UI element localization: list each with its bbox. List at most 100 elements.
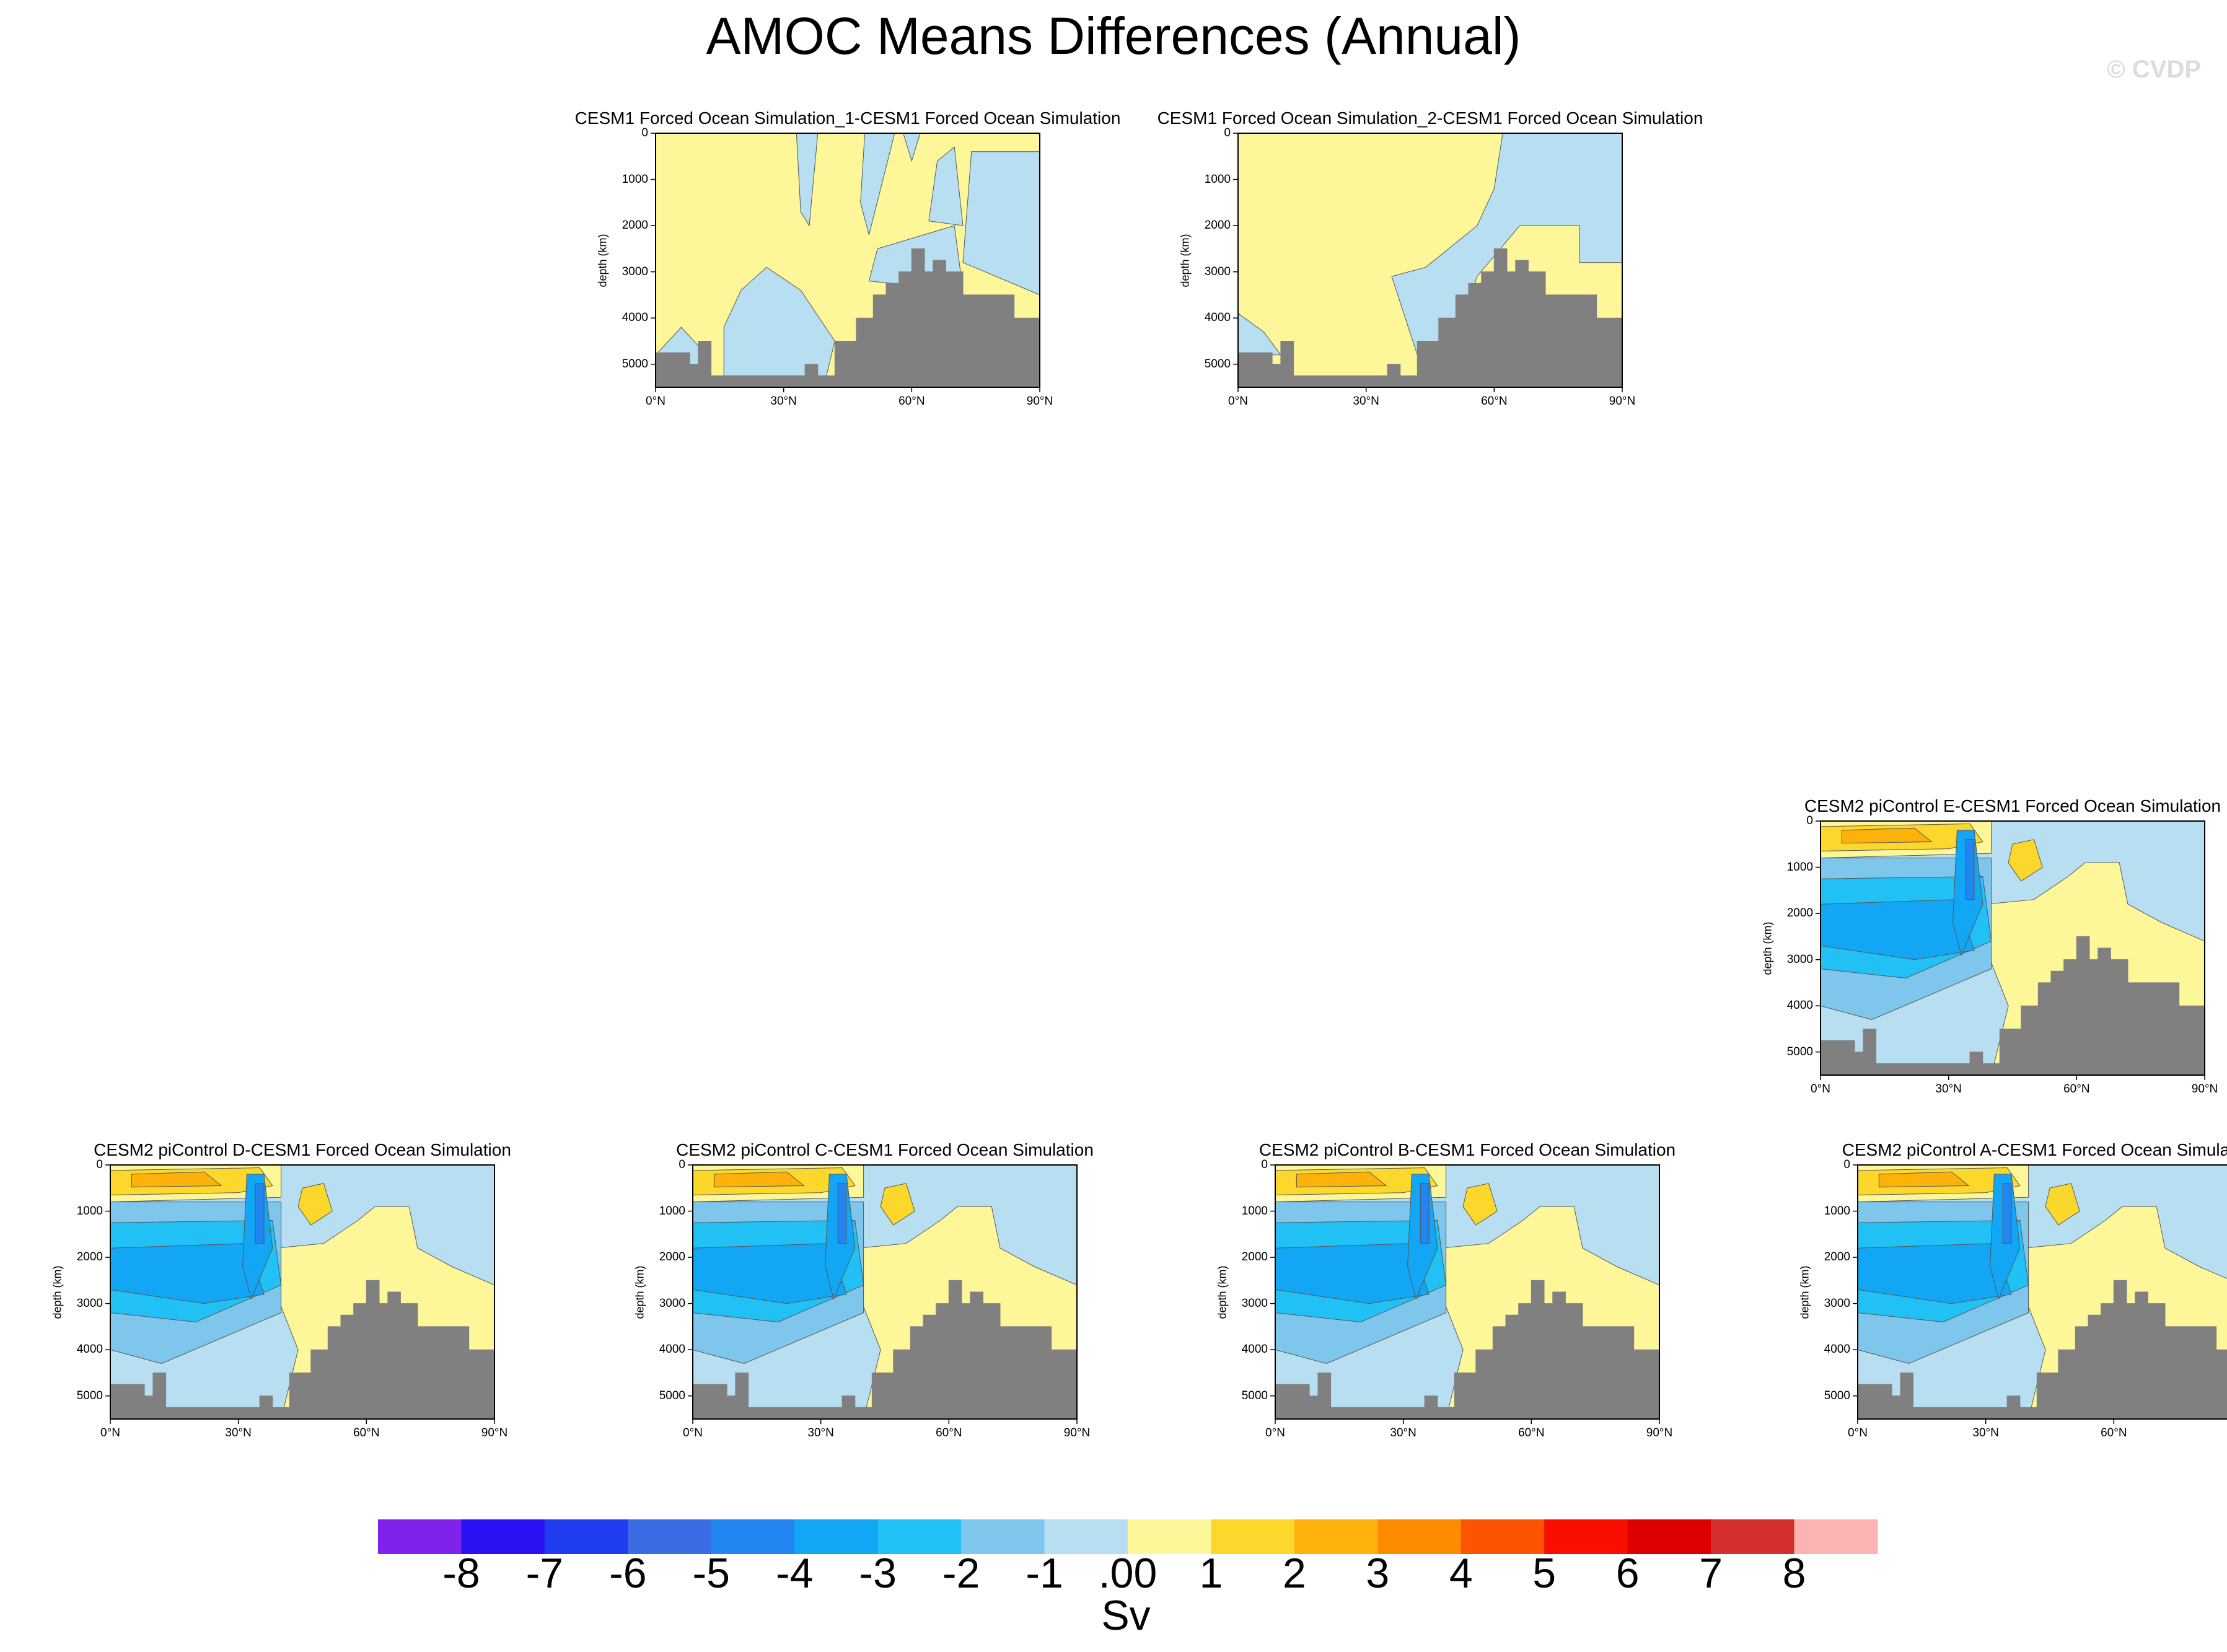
y-tick-label: 3000 xyxy=(1824,1296,1850,1310)
panel-picontrol-b: CESM2 piControl B-CESM1 Forced Ocean Sim… xyxy=(1177,1140,1710,1487)
contour-region xyxy=(110,1243,265,1304)
panel-picontrol-e: CESM2 piControl E-CESM1 Forced Ocean Sim… xyxy=(1723,796,2227,1143)
y-tick-label: 0 xyxy=(1261,1158,1268,1171)
x-tick-label: 60°N xyxy=(898,395,925,408)
contour-region xyxy=(1841,827,1933,844)
x-tick-label: 0°N xyxy=(1848,1426,1868,1439)
y-tick-label: 4000 xyxy=(1824,1343,1850,1356)
contour-region xyxy=(1296,1171,1387,1188)
y-tick-label: 5000 xyxy=(1241,1389,1268,1402)
y-axis-label: depth (km) xyxy=(1216,1265,1229,1319)
contour-region xyxy=(255,1183,265,1244)
colorbar-units: Sv xyxy=(1101,1592,1151,1639)
x-tick-label: 90°N xyxy=(1063,1426,1091,1439)
contour-region xyxy=(880,1183,915,1226)
contour-field xyxy=(693,1165,1077,1419)
y-tick-label: 0 xyxy=(1224,126,1231,139)
y-tick-label: 2000 xyxy=(1786,907,1813,920)
y-tick-label: 3000 xyxy=(1204,265,1231,278)
y-tick-label: 0 xyxy=(1806,814,1813,827)
contour-field xyxy=(110,1165,494,1419)
plot-frame xyxy=(110,1164,495,1420)
x-tick-label: 60°N xyxy=(2063,1083,2090,1096)
panel-forced-1: CESM1 Forced Ocean Simulation_1-CESM1 Fo… xyxy=(558,108,1121,455)
x-tick-label: 30°N xyxy=(1390,1426,1417,1439)
y-tick-label: 2000 xyxy=(622,219,648,232)
y-tick-label: 3000 xyxy=(659,1296,685,1310)
contour-region xyxy=(860,133,895,235)
bathymetry xyxy=(1821,936,2205,1075)
contour-region xyxy=(131,1171,222,1188)
colorbar-tick-label: 5 xyxy=(1532,1550,1557,1597)
y-axis-label: depth (km) xyxy=(596,234,609,288)
colorbar-tick-label: 2 xyxy=(1282,1550,1306,1597)
y-tick-label: 5000 xyxy=(659,1389,685,1402)
y-tick-label: 1000 xyxy=(1786,860,1813,874)
x-tick-label: 90°N xyxy=(1609,395,1636,408)
plot-frame xyxy=(1820,820,2205,1076)
heatmap-panel-svg xyxy=(105,1164,495,1424)
copyright-watermark: © CVDP xyxy=(2107,56,2201,83)
y-tick-label: 1000 xyxy=(1241,1204,1268,1218)
y-tick-label: 3000 xyxy=(1786,952,1813,966)
contour-region xyxy=(693,1243,847,1304)
contour-field xyxy=(1275,1165,1659,1419)
y-tick-label: 0 xyxy=(679,1158,685,1171)
colorbar-tick-label: -7 xyxy=(525,1550,564,1597)
y-tick-label: 4000 xyxy=(1786,999,1813,1013)
x-tick-label: 60°N xyxy=(936,1426,962,1439)
x-tick-label: 90°N xyxy=(2217,1426,2227,1440)
x-tick-label: 0°N xyxy=(1265,1426,1285,1439)
x-tick-label: 90°N xyxy=(1646,1426,1673,1439)
x-tick-label: 30°N xyxy=(1353,395,1379,408)
y-tick-label: 5000 xyxy=(1824,1389,1850,1402)
panel-title: CESM1 Forced Ocean Simulation_2-CESM1 Fo… xyxy=(1157,108,1703,128)
colorbar-tick-label: -4 xyxy=(775,1550,814,1597)
heatmap-panel-svg xyxy=(1270,1164,1660,1424)
contour-region xyxy=(962,151,1040,296)
x-tick-label: 90°N xyxy=(481,1426,508,1439)
heatmap-panel-svg xyxy=(1233,133,1623,392)
panel-title: CESM2 piControl A-CESM1 Forced Ocean Sim… xyxy=(1842,1140,2227,1159)
contour-region xyxy=(903,133,921,162)
y-axis-label: depth (km) xyxy=(1798,1265,1811,1319)
y-tick-label: 0 xyxy=(641,126,648,139)
colorbar-tick-label: -5 xyxy=(692,1550,730,1597)
colorbar-tick-label: 8 xyxy=(1782,1550,1806,1597)
colorbar-tick-label: -6 xyxy=(609,1550,647,1597)
heatmap-panel-svg xyxy=(688,1164,1078,1424)
contour-region xyxy=(837,1183,847,1244)
contour-region xyxy=(928,146,964,226)
contour-region xyxy=(2002,1183,2012,1244)
bathymetry xyxy=(1238,248,1622,387)
panel-picontrol-a: CESM2 piControl A-CESM1 Forced Ocean Sim… xyxy=(1760,1140,2227,1487)
y-tick-label: 4000 xyxy=(659,1343,685,1356)
panel-title: CESM2 piControl E-CESM1 Forced Ocean Sim… xyxy=(1804,796,2221,815)
bathymetry xyxy=(656,248,1040,387)
colorbar-tick-label: 7 xyxy=(1699,1550,1723,1597)
contour-field xyxy=(1238,133,1622,387)
colorbar-tick-label: 6 xyxy=(1615,1550,1640,1597)
y-tick-label: 0 xyxy=(96,1158,103,1171)
y-axis-label: depth (km) xyxy=(1179,234,1192,288)
y-tick-label: 1000 xyxy=(76,1204,103,1218)
panel-title: CESM2 piControl D-CESM1 Forced Ocean Sim… xyxy=(94,1140,511,1159)
x-tick-label: 90°N xyxy=(1026,395,1053,408)
plot-frame xyxy=(1275,1164,1660,1420)
contour-region xyxy=(1275,1243,1430,1304)
colorbar-tick-label: -3 xyxy=(859,1550,897,1597)
x-tick-label: 0°N xyxy=(683,1426,703,1439)
y-tick-label: 1000 xyxy=(659,1204,685,1218)
x-tick-label: 30°N xyxy=(807,1426,834,1439)
colorbar-tick-label: .00 xyxy=(1098,1550,1157,1597)
y-tick-label: 1000 xyxy=(1824,1204,1850,1218)
y-tick-label: 5000 xyxy=(622,357,648,371)
y-axis-label: depth (km) xyxy=(51,1265,64,1319)
panel-title: CESM2 piControl B-CESM1 Forced Ocean Sim… xyxy=(1258,1140,1676,1159)
bathymetry xyxy=(1858,1280,2227,1419)
y-tick-label: 4000 xyxy=(1204,311,1231,325)
panel-picontrol-d: CESM2 piControl D-CESM1 Forced Ocean Sim… xyxy=(12,1140,545,1487)
contour-region xyxy=(1878,1171,1970,1188)
contour-region xyxy=(1858,1243,2012,1304)
y-tick-label: 2000 xyxy=(1204,219,1231,232)
